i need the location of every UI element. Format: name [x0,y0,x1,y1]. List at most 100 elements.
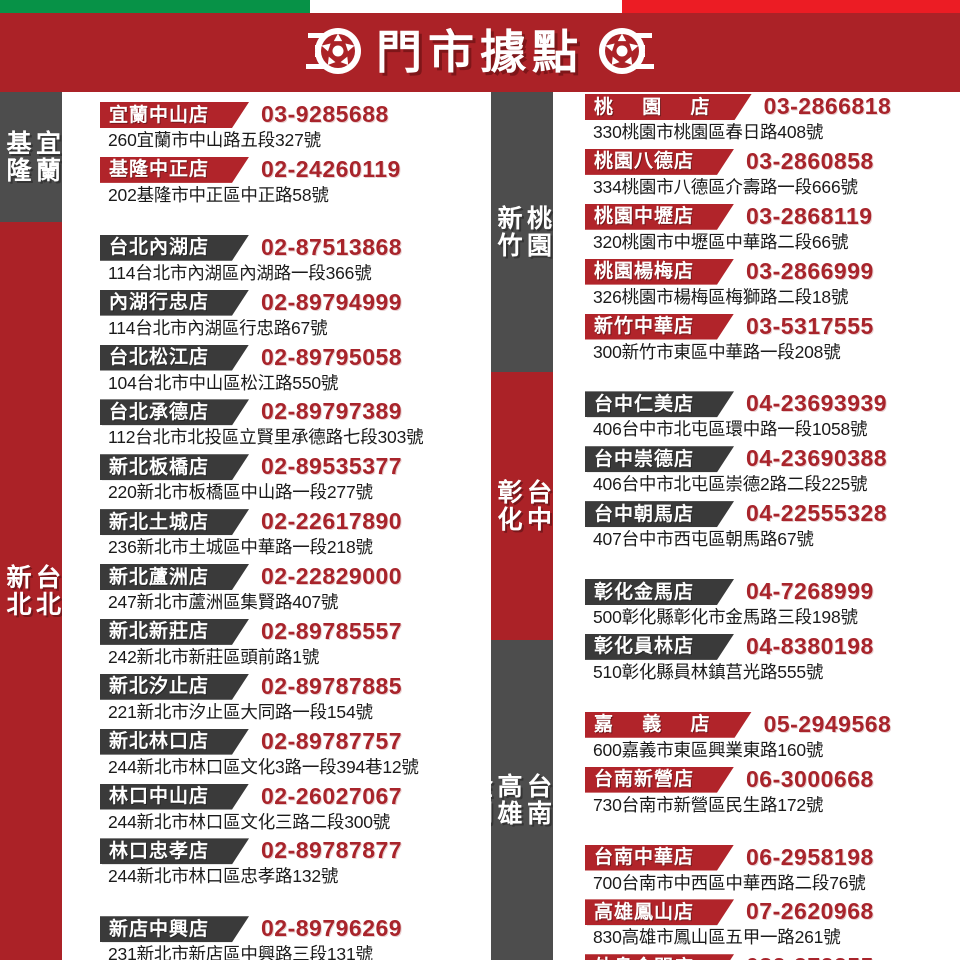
store-address: 220新北市板橋區中山路一段277號 [108,482,373,503]
store-entry-header: 桃園八德店 03-2860858 [585,147,960,175]
flag-stripe-red [622,0,960,13]
store-entry: 台中仁美店 04-23693939 406台中市北屯區環中路一段1058號 [585,389,960,441]
store-phone[interactable]: 06-3000668 [746,765,874,792]
store-entry-header: 桃 園 店 03-2866818 [585,92,960,120]
store-name-badge: 桃園八德店 [585,149,734,175]
store-name: 桃園中壢店 [594,206,695,228]
store-name-badge: 台中仁美店 [585,391,734,417]
store-entry-header: 新北新莊店 02-89785557 [100,617,500,645]
store-entry-header: 台中仁美店 04-23693939 [585,389,960,417]
store-entry-header: 嘉 義 店 05-2949568 [585,710,960,738]
page-header: 門市據點 [0,13,960,92]
region-label: 桃園 新竹 [494,205,552,259]
store-phone[interactable]: 03-2866999 [746,257,874,284]
tire-wheel-icon [598,23,658,84]
store-phone[interactable]: 04-23690388 [746,445,888,472]
store-address: 320桃園市中壢區中華路二段66號 [593,231,849,252]
store-phone[interactable]: 05-2949568 [763,710,892,737]
store-entry: 新北新莊店 02-89785557 242新北市新莊區頭前路1號 [100,617,500,669]
store-name-badge: 台中崇德店 [585,446,734,472]
store-entry: 台北承德店 02-89797389 112台北市北投區立賢里承德路七段303號 [100,397,500,449]
store-name: 新竹中華店 [594,316,695,337]
store-phone[interactable]: 03-2860858 [746,147,874,174]
store-phone[interactable]: 07-2620968 [746,898,874,925]
store-phone[interactable]: 06-2958198 [746,843,874,870]
store-address: 247新北市蘆洲區集賢路407號 [108,592,339,612]
store-entry-header: 台北承德店 02-89797389 [100,397,500,425]
store-entry-header: 台中崇德店 04-23690388 [585,444,960,472]
store-name-badge: 高雄鳳山店 [585,899,734,925]
store-name-badge: 台中朝馬店 [585,501,734,527]
flag-stripe-white [310,0,622,13]
store-entry-header: 台南新營店 06-3000668 [585,765,960,793]
store-name-badge: 新北新莊店 [100,619,249,645]
store-phone[interactable]: 02-89535377 [261,453,403,480]
store-phone[interactable]: 02-89787885 [261,672,403,699]
store-phone[interactable]: 03-2868119 [746,202,873,229]
store-phone[interactable]: 02-89787757 [261,727,403,754]
store-address: 242新北市新莊區頭前路1號 [108,646,320,667]
store-name: 高雄鳳山店 [594,901,695,923]
store-name-badge: 桃園中壢店 [585,204,734,230]
store-phone[interactable]: 04-22555328 [746,500,888,527]
store-name-badge: 新店中興店 [100,916,249,942]
store-phone[interactable]: 02-87513868 [261,233,403,260]
store-phone[interactable]: 02-89797389 [261,398,403,425]
store-phone[interactable]: 02-89794999 [261,288,403,315]
store-phone[interactable]: 02-22829000 [261,563,403,589]
store-phone[interactable]: 02-24260119 [261,155,401,182]
region-segment-center-0: 桃園 新竹 [491,92,553,372]
store-name: 台南中華店 [594,847,695,868]
store-entry: 新店中興店 02-89796269 231新北市新店區中興路三段131號 [100,914,500,960]
store-name-badge: 基隆中正店 [100,157,249,183]
store-name-badge: 林口中山店 [100,784,249,810]
store-entry: 桃園中壢店 03-2868119 320桃園市中壢區中華路二段66號 [585,202,960,254]
store-phone[interactable]: 04-8380198 [746,632,874,659]
store-entry: 台北松江店 02-89795058 104台北市中山區松江路550號 [100,343,500,395]
store-phone[interactable]: 03-5317555 [746,312,874,339]
store-address: 104台北市中山區松江路550號 [108,372,339,393]
store-phone[interactable]: 082-372255 [746,955,874,960]
store-phone[interactable]: 02-22617890 [261,508,403,535]
store-entry: 內湖行忠店 02-89794999 114台北市內湖區行忠路67號 [100,288,500,340]
store-phone[interactable]: 02-89787877 [261,837,403,864]
store-phone[interactable]: 02-89795058 [261,343,403,370]
store-name: 嘉 義 店 [594,714,722,736]
store-name-badge: 新北蘆洲店 [100,564,249,590]
region-label: 台北 新北 [3,564,61,618]
region-segment-center-1: 台中 彰化 [491,372,553,640]
store-entry-header: 彰化金馬店 04-7268999 [585,577,960,605]
store-address: 236新北市土城區中華路一段218號 [108,537,373,558]
store-address: 244新北市林口區文化三路二段300號 [108,811,391,832]
store-entry-header: 桃園中壢店 03-2868119 [585,202,960,230]
store-address: 500彰化縣彰化市金馬路三段198號 [593,607,858,627]
store-name: 桃園楊梅店 [594,261,695,283]
store-name-badge: 彰化員林店 [585,634,734,660]
store-name: 台中仁美店 [594,393,695,415]
store-address: 114台北市內湖區內湖路一段366號 [108,262,372,283]
store-phone[interactable]: 02-26027067 [261,782,403,809]
store-entry-header: 新北林口店 02-89787757 [100,727,500,755]
store-address: 600嘉義市東區興業東路160號 [593,739,824,760]
store-name-badge: 台南中華店 [585,845,734,871]
store-name-badge: 新北汐止店 [100,674,249,700]
store-name: 新北新莊店 [109,621,210,643]
store-name-badge: 新竹中華店 [585,314,734,340]
store-entry-header: 台南中華店 06-2958198 [585,843,960,871]
store-name-badge: 彰化金馬店 [585,579,734,605]
store-phone[interactable]: 02-89796269 [261,915,403,942]
store-entry: 新北蘆洲店 02-22829000 247新北市蘆洲區集賢路407號 [100,562,500,614]
store-name: 台北內湖店 [109,237,210,259]
store-phone[interactable]: 02-89785557 [261,617,403,644]
store-entry-header: 新北蘆洲店 02-22829000 [100,562,500,590]
store-phone[interactable]: 04-23693939 [746,390,888,417]
store-name-badge: 台北內湖店 [100,235,249,261]
store-name-badge: 嘉 義 店 [585,712,752,738]
region-sidebar-left: 宜蘭 基隆 台北 新北 [0,92,62,960]
store-address: 244新北市林口區文化3路一段394巷12號 [108,756,419,777]
store-phone[interactable]: 03-2866818 [763,93,892,119]
store-entry-header: 林口中山店 02-26027067 [100,782,500,810]
store-phone[interactable]: 03-9285688 [261,101,389,127]
store-phone[interactable]: 04-7268999 [746,578,874,604]
